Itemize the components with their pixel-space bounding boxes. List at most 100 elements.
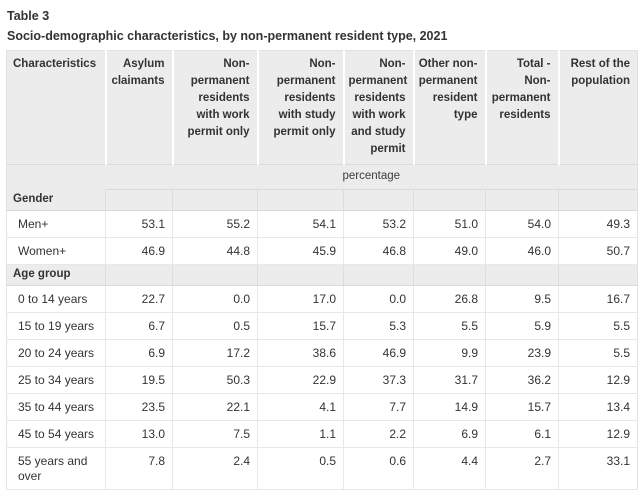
data-cell: 26.8 bbox=[413, 285, 486, 313]
data-cell: 9.5 bbox=[485, 285, 559, 313]
table-row-women: Women+ 46.9 44.8 45.9 46.8 49.0 46.0 50.… bbox=[6, 237, 638, 265]
empty-cell bbox=[558, 264, 638, 286]
empty-cell bbox=[558, 189, 638, 211]
empty-cell bbox=[105, 264, 173, 286]
data-cell: 46.8 bbox=[343, 237, 414, 265]
socio-demographic-table: Characteristics Asylum claimants Non-per… bbox=[6, 50, 638, 490]
data-cell: 6.9 bbox=[413, 420, 486, 448]
empty-cell bbox=[257, 264, 344, 286]
data-cell: 51.0 bbox=[413, 210, 486, 238]
data-cell: 50.7 bbox=[558, 237, 638, 265]
data-cell: 22.9 bbox=[257, 366, 344, 394]
table-row-age-55-over: 55 years and over 7.8 2.4 0.5 0.6 4.4 2.… bbox=[6, 447, 638, 490]
data-cell: 12.9 bbox=[558, 366, 638, 394]
table-row-age-35-44: 35 to 44 years 23.5 22.1 4.1 7.7 14.9 15… bbox=[6, 393, 638, 421]
data-cell: 0.0 bbox=[172, 285, 258, 313]
data-cell: 5.5 bbox=[558, 312, 638, 340]
data-cell: 53.1 bbox=[105, 210, 173, 238]
section-row-age-group: Age group bbox=[6, 264, 638, 286]
table-row-age-0-14: 0 to 14 years 22.7 0.0 17.0 0.0 26.8 9.5… bbox=[6, 285, 638, 313]
data-cell: 23.5 bbox=[105, 393, 173, 421]
unit-row-stub-cell bbox=[6, 164, 106, 190]
data-cell: 0.5 bbox=[257, 447, 344, 490]
header-row: Characteristics Asylum claimants Non-per… bbox=[6, 50, 638, 165]
data-cell: 31.7 bbox=[413, 366, 486, 394]
row-label: 25 to 34 years bbox=[6, 366, 106, 394]
data-cell: 0.5 bbox=[172, 312, 258, 340]
data-cell: 53.2 bbox=[343, 210, 414, 238]
data-cell: 50.3 bbox=[172, 366, 258, 394]
data-cell: 54.1 bbox=[257, 210, 344, 238]
row-label: 35 to 44 years bbox=[6, 393, 106, 421]
data-cell: 7.7 bbox=[343, 393, 414, 421]
data-cell: 54.0 bbox=[485, 210, 559, 238]
data-cell: 12.9 bbox=[558, 420, 638, 448]
data-cell: 9.9 bbox=[413, 339, 486, 367]
data-cell: 19.5 bbox=[105, 366, 173, 394]
table-row-age-25-34: 25 to 34 years 19.5 50.3 22.9 37.3 31.7 … bbox=[6, 366, 638, 394]
data-cell: 22.1 bbox=[172, 393, 258, 421]
data-cell: 44.8 bbox=[172, 237, 258, 265]
data-cell: 0.0 bbox=[343, 285, 414, 313]
data-cell: 17.2 bbox=[172, 339, 258, 367]
column-header-npr-study-permit: Non-permanent residents with study permi… bbox=[256, 50, 344, 165]
empty-cell bbox=[485, 264, 559, 286]
data-cell: 6.7 bbox=[105, 312, 173, 340]
data-cell: 2.4 bbox=[172, 447, 258, 490]
data-cell: 17.0 bbox=[257, 285, 344, 313]
data-cell: 38.6 bbox=[257, 339, 344, 367]
data-cell: 55.2 bbox=[172, 210, 258, 238]
data-cell: 14.9 bbox=[413, 393, 486, 421]
table-row-age-15-19: 15 to 19 years 6.7 0.5 15.7 5.3 5.5 5.9 … bbox=[6, 312, 638, 340]
column-header-npr-work-permit: Non-permanent residents with work permit… bbox=[171, 50, 258, 165]
row-label: 45 to 54 years bbox=[6, 420, 106, 448]
data-cell: 13.0 bbox=[105, 420, 173, 448]
data-cell: 45.9 bbox=[257, 237, 344, 265]
data-cell: 1.1 bbox=[257, 420, 344, 448]
row-label: 55 years and over bbox=[6, 447, 106, 490]
table-title: Socio-demographic characteristics, by no… bbox=[7, 29, 448, 43]
data-cell: 6.9 bbox=[105, 339, 173, 367]
empty-cell bbox=[105, 189, 173, 211]
column-header-characteristics: Characteristics bbox=[6, 50, 106, 165]
row-label: Women+ bbox=[6, 237, 106, 265]
column-header-other-npr-type: Other non-permanent resident type bbox=[412, 50, 486, 165]
empty-cell bbox=[413, 189, 486, 211]
unit-label: percentage bbox=[105, 164, 638, 190]
data-cell: 46.9 bbox=[105, 237, 173, 265]
data-cell: 5.9 bbox=[485, 312, 559, 340]
data-cell: 22.7 bbox=[105, 285, 173, 313]
data-cell: 46.0 bbox=[485, 237, 559, 265]
data-cell: 37.3 bbox=[343, 366, 414, 394]
data-cell: 15.7 bbox=[485, 393, 559, 421]
data-cell: 36.2 bbox=[485, 366, 559, 394]
data-cell: 15.7 bbox=[257, 312, 344, 340]
data-cell: 6.1 bbox=[485, 420, 559, 448]
section-row-gender: Gender bbox=[6, 189, 638, 211]
table-row-men: Men+ 53.1 55.2 54.1 53.2 51.0 54.0 49.3 bbox=[6, 210, 638, 238]
table-row-age-20-24: 20 to 24 years 6.9 17.2 38.6 46.9 9.9 23… bbox=[6, 339, 638, 367]
empty-cell bbox=[343, 189, 414, 211]
data-cell: 0.6 bbox=[343, 447, 414, 490]
unit-row: percentage bbox=[6, 164, 638, 190]
data-cell: 4.1 bbox=[257, 393, 344, 421]
row-label: 0 to 14 years bbox=[6, 285, 106, 313]
column-header-rest-of-population: Rest of the population bbox=[557, 50, 638, 165]
data-cell: 5.5 bbox=[413, 312, 486, 340]
data-cell: 46.9 bbox=[343, 339, 414, 367]
data-cell: 5.5 bbox=[558, 339, 638, 367]
empty-cell bbox=[413, 264, 486, 286]
empty-cell bbox=[172, 189, 258, 211]
empty-cell bbox=[343, 264, 414, 286]
data-cell: 7.5 bbox=[172, 420, 258, 448]
row-label: 15 to 19 years bbox=[6, 312, 106, 340]
column-header-total-npr: Total - Non-permanent residents bbox=[484, 50, 559, 165]
data-cell: 2.7 bbox=[485, 447, 559, 490]
section-header-age-group: Age group bbox=[6, 264, 106, 286]
table-number: Table 3 bbox=[7, 9, 50, 23]
data-cell: 49.3 bbox=[558, 210, 638, 238]
data-cell: 49.0 bbox=[413, 237, 486, 265]
column-header-asylum-claimants: Asylum claimants bbox=[104, 50, 173, 165]
data-cell: 2.2 bbox=[343, 420, 414, 448]
